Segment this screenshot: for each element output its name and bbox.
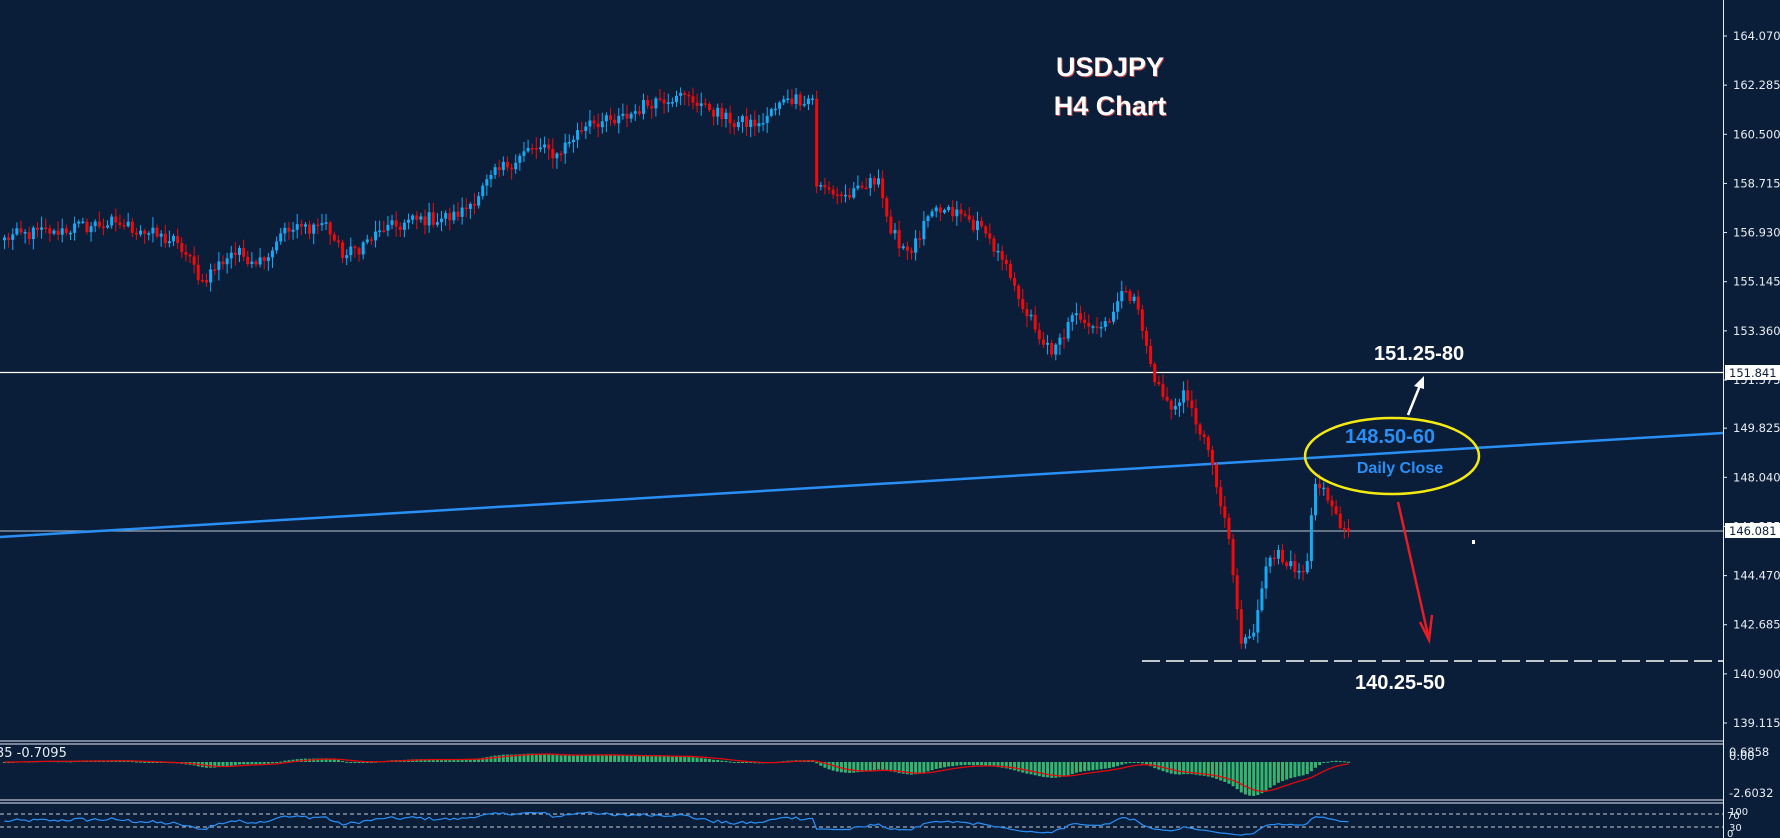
price-tick-label: 142.685 xyxy=(1733,618,1780,632)
macd-panel-separator[interactable] xyxy=(0,740,1723,745)
macd-axis-zero: 0.00 xyxy=(1729,749,1755,763)
price-tick-label: 149.825 xyxy=(1733,421,1780,435)
price-tick-label: 140.900 xyxy=(1733,667,1780,681)
rsi-axis-0: 0 xyxy=(1727,829,1733,838)
rsi-axis-100: 100 xyxy=(1729,807,1748,818)
price-tick-label: 160.500 xyxy=(1733,127,1780,141)
pivot-zone-ellipse xyxy=(1303,416,1481,496)
support-label: 140.25-50 xyxy=(1355,672,1445,694)
price-tick-label: 153.360 xyxy=(1733,324,1780,338)
rsi-panel-separator[interactable] xyxy=(0,799,1723,804)
price-tick-label: 139.115 xyxy=(1733,716,1780,730)
candlestick-series xyxy=(3,87,1350,649)
last-price-tag: 146.081 xyxy=(1725,523,1780,538)
rsi-axis-30: 30 xyxy=(1729,823,1742,834)
arrow-up-icon xyxy=(1406,376,1424,416)
macd-axis-bottom: -2.6032 xyxy=(1729,786,1773,800)
resistance-price-tag: 151.841 xyxy=(1725,365,1780,380)
price-tick-label: 156.930 xyxy=(1733,226,1780,240)
arrow-down-icon xyxy=(1396,501,1434,645)
macd-panel[interactable] xyxy=(3,753,1350,797)
macd-value-label: 35 -0.7095 xyxy=(0,746,67,761)
marker-dot xyxy=(1472,540,1475,544)
rsi-axis-70: 70 xyxy=(1727,811,1740,822)
price-tick-label: 144.470 xyxy=(1733,569,1780,583)
price-tick-label: 164.070 xyxy=(1733,29,1780,43)
resistance-label: 151.25-80 xyxy=(1374,343,1464,365)
svg-text:151.841: 151.841 xyxy=(1729,366,1777,380)
pivot-level-label: 148.50-60 xyxy=(1345,426,1435,448)
pivot-note-label: Daily Close xyxy=(1357,460,1443,477)
price-tick-label: 148.040 xyxy=(1733,470,1780,484)
chart-title: USDJPY xyxy=(1055,52,1165,82)
price-tick-label: 155.145 xyxy=(1733,275,1780,289)
rsi-panel[interactable] xyxy=(4,811,1349,836)
chart-subtitle: H4 Chart xyxy=(1053,91,1167,121)
price-tick-label: 158.715 xyxy=(1733,176,1780,190)
price-tick-label: 162.285 xyxy=(1733,78,1780,92)
macd-axis-top: 0.6858 xyxy=(1729,745,1769,759)
ascending-trendline[interactable] xyxy=(0,431,1724,539)
svg-text:146.081: 146.081 xyxy=(1729,524,1777,538)
